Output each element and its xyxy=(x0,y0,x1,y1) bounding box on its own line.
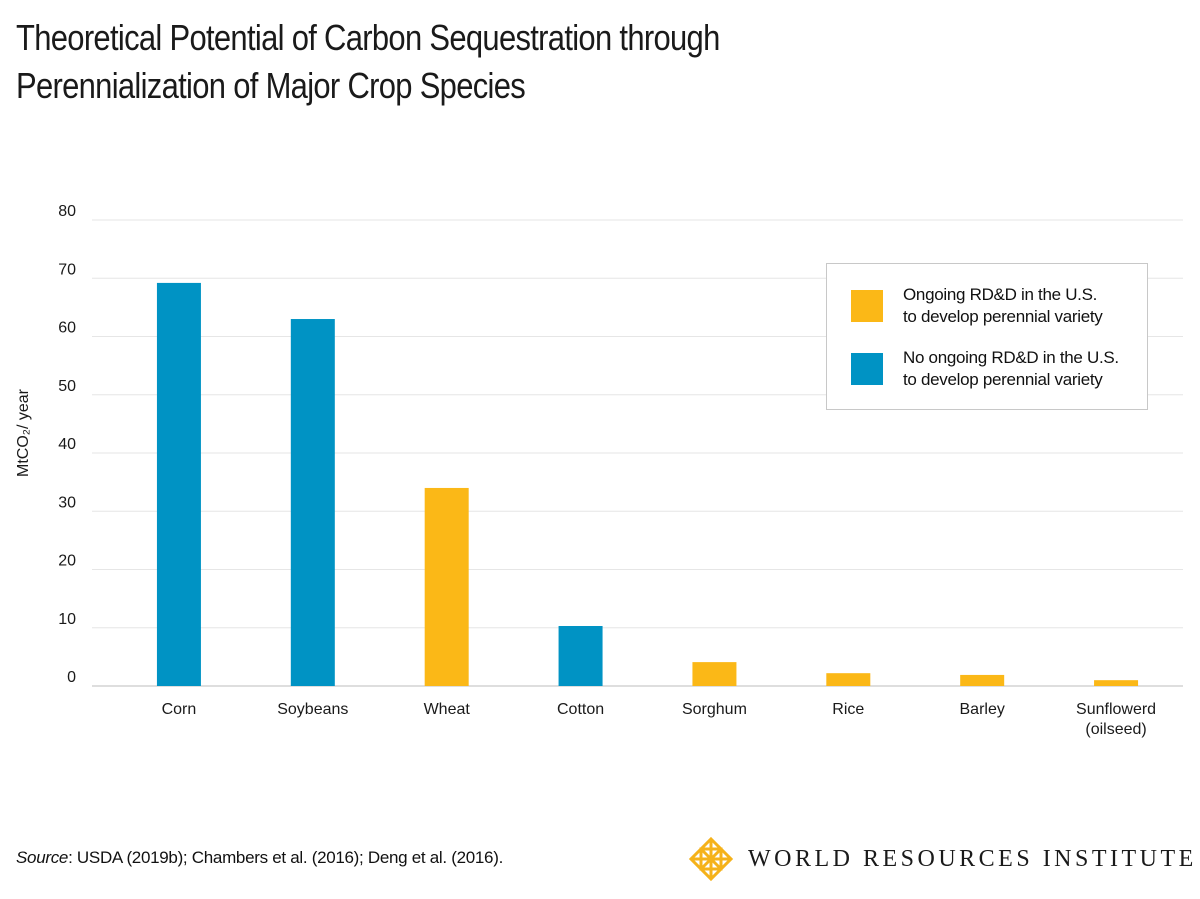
bar xyxy=(1094,680,1139,686)
x-tick-label: Barley xyxy=(960,701,1005,718)
y-tick-label: 70 xyxy=(58,261,76,278)
legend-label: Ongoing RD&D in the U.S. to develop pere… xyxy=(903,285,1103,326)
legend-swatch xyxy=(851,353,883,385)
y-tick-label: 30 xyxy=(58,494,76,511)
x-tick-label: Cotton xyxy=(557,701,604,718)
logo: WORLD RESOURCES INSTITUTE xyxy=(688,836,1197,882)
y-axis-label: MtCO₂/ year xyxy=(15,388,32,477)
x-tick-label: Corn xyxy=(162,701,197,718)
bar xyxy=(156,282,201,686)
x-tick-label: Soybeans xyxy=(277,701,348,718)
y-tick-label: 50 xyxy=(58,378,76,395)
x-tick-label: Wheat xyxy=(424,701,471,718)
x-tick-label: Rice xyxy=(832,701,864,718)
logo-text: WORLD RESOURCES INSTITUTE xyxy=(748,845,1197,872)
y-tick-label: 60 xyxy=(58,320,76,337)
y-tick-label: 20 xyxy=(58,553,76,570)
logo-icon xyxy=(688,836,734,882)
bar xyxy=(826,673,871,686)
y-tick-label: 40 xyxy=(58,436,76,453)
bar xyxy=(558,626,603,686)
bar xyxy=(692,662,737,686)
bar xyxy=(424,487,469,686)
chart-title: Theoretical Potential of Carbon Sequestr… xyxy=(16,17,720,106)
y-tick-label: 10 xyxy=(58,611,76,628)
legend: Ongoing RD&D in the U.S. to develop pere… xyxy=(826,263,1148,410)
source-note: Source: USDA (2019b); Chambers et al. (2… xyxy=(16,848,503,868)
legend-item: Ongoing RD&D in the U.S. to develop pere… xyxy=(851,284,1103,328)
source-label: Source xyxy=(16,848,69,867)
x-tick-label: Sorghum xyxy=(682,701,747,718)
bar xyxy=(290,319,335,686)
x-tick-label: Sunflowerd (oilseed) xyxy=(1076,701,1156,738)
y-tick-label: 0 xyxy=(67,669,76,686)
source-text: : USDA (2019b); Chambers et al. (2016); … xyxy=(68,848,503,867)
y-tick-label: 80 xyxy=(58,203,76,220)
legend-swatch xyxy=(851,290,883,322)
bar xyxy=(960,674,1005,686)
legend-label: No ongoing RD&D in the U.S. to develop p… xyxy=(903,348,1119,389)
legend-item: No ongoing RD&D in the U.S. to develop p… xyxy=(851,347,1119,391)
